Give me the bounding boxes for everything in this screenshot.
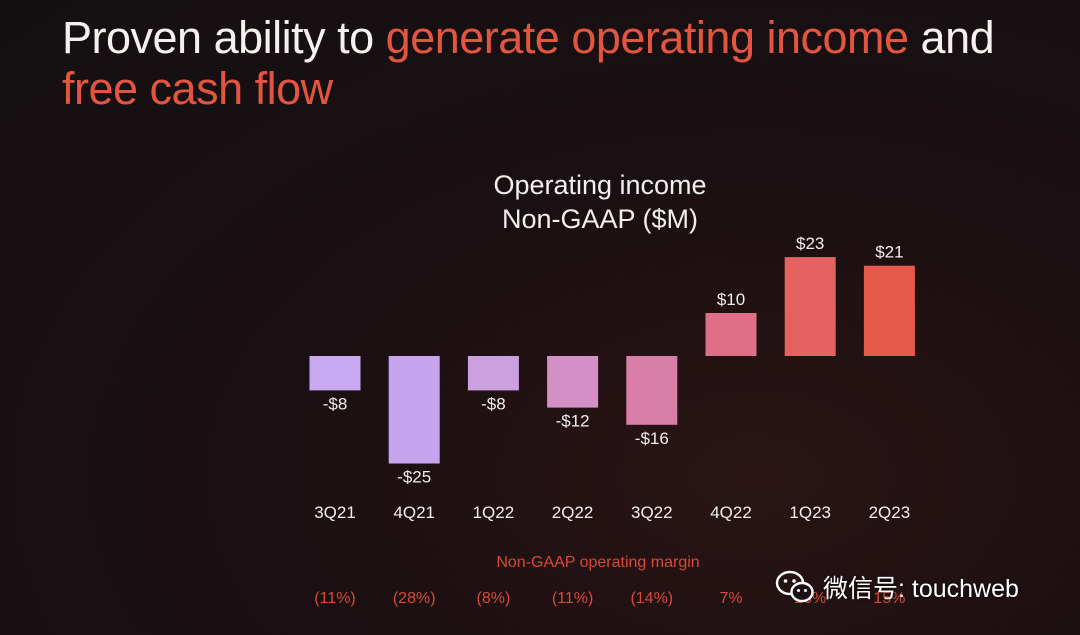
watermark: 微信号: touchweb bbox=[775, 565, 1065, 609]
margin-label-2Q22: (11%) bbox=[552, 590, 594, 607]
value-label-3Q21: -$8 bbox=[323, 394, 348, 413]
page-headline: Proven ability to generate operating inc… bbox=[62, 12, 1022, 114]
margin-label-1Q22: (8%) bbox=[477, 590, 511, 607]
bar-3Q22 bbox=[626, 356, 678, 425]
bar-3Q21 bbox=[309, 356, 361, 391]
value-label-4Q22: $10 bbox=[717, 290, 745, 309]
headline-part-1: Proven ability to bbox=[62, 12, 386, 63]
category-label-3Q21: 3Q21 bbox=[314, 503, 356, 522]
category-label-3Q22: 3Q22 bbox=[631, 503, 673, 522]
margin-row-title: Non-GAAP operating margin bbox=[496, 554, 700, 571]
margin-label-4Q22: 7% bbox=[719, 590, 742, 607]
bar-group bbox=[309, 257, 915, 464]
margin-label-4Q21: (28%) bbox=[393, 590, 436, 607]
watermark-text: 微信号: touchweb bbox=[823, 575, 1019, 603]
value-label-4Q21: -$25 bbox=[397, 468, 431, 487]
bar-2Q23 bbox=[863, 265, 915, 356]
category-label-4Q21: 4Q21 bbox=[393, 503, 435, 522]
headline-part-4: free cash flow bbox=[62, 63, 333, 114]
category-label-4Q22: 4Q22 bbox=[710, 503, 752, 522]
bar-4Q21 bbox=[388, 356, 440, 464]
margin-label-3Q22: (14%) bbox=[630, 590, 673, 607]
bar-4Q22 bbox=[705, 313, 757, 356]
headline-part-2: generate operating income bbox=[385, 12, 909, 63]
chart-title-line-1: Operating income bbox=[493, 170, 707, 200]
category-label-group: 3Q21 4Q21 1Q22 2Q22 3Q22 4Q22 1Q23 2Q23 bbox=[314, 503, 910, 522]
wechat-icon bbox=[775, 570, 814, 603]
chart-title: Operating income Non-GAAP ($M) bbox=[400, 168, 800, 236]
value-label-1Q22: -$8 bbox=[481, 394, 506, 413]
margin-label-group: (11%)(28%)(8%)(11%)(14%)7%16%15% bbox=[314, 590, 905, 607]
value-label-2Q23: $21 bbox=[875, 243, 903, 262]
category-label-1Q23: 1Q23 bbox=[789, 503, 831, 522]
value-label-3Q22: -$16 bbox=[635, 429, 669, 448]
value-label-2Q22: -$12 bbox=[556, 412, 590, 431]
headline-part-3: and bbox=[908, 12, 995, 63]
bar-1Q23 bbox=[784, 257, 836, 356]
category-label-2Q22: 2Q22 bbox=[552, 503, 594, 522]
chart-title-line-2: Non-GAAP ($M) bbox=[501, 204, 699, 234]
category-label-1Q22: 1Q22 bbox=[473, 503, 515, 522]
bar-2Q22 bbox=[547, 356, 599, 408]
value-label-1Q23: $23 bbox=[796, 234, 824, 253]
margin-label-3Q21: (11%) bbox=[314, 590, 356, 607]
bar-1Q22 bbox=[467, 356, 519, 391]
margin-label-2Q23: 15% bbox=[873, 590, 905, 607]
value-label-group: -$8 -$25 -$8 -$12 -$16 $10 $23 $21 bbox=[323, 234, 904, 486]
category-label-2Q23: 2Q23 bbox=[869, 503, 911, 522]
